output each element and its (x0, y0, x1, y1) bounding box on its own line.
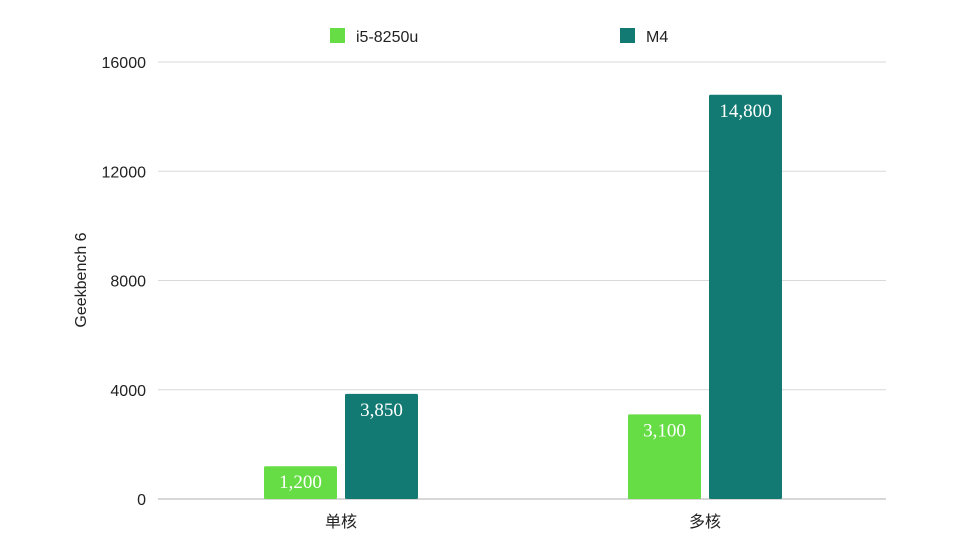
bar-i5-8250u-0 (264, 466, 337, 499)
x-category-label: 单核 (325, 512, 357, 531)
y-tick-label: 4000 (110, 383, 146, 400)
data-label: 14,800 (719, 101, 771, 122)
bars (264, 94, 782, 500)
y-tick-label: 12000 (102, 164, 147, 181)
y-tick-label: 8000 (110, 274, 146, 291)
y-tick-label: 16000 (102, 55, 147, 72)
bar-m4-1 (709, 94, 782, 500)
y-tick-label: 0 (137, 492, 146, 509)
data-label: 1,200 (279, 472, 322, 493)
x-category-label: 多核 (689, 512, 721, 531)
data-label: 3,100 (643, 420, 686, 441)
bar-i5-8250u-1 (628, 414, 701, 499)
y-axis-title: Geekbench 6 (73, 232, 90, 327)
legend-swatch (330, 28, 345, 43)
data-labels: 1,200 3,850 3,100 14,800 (279, 101, 772, 493)
legend-label: i5-8250u (356, 29, 418, 46)
legend-label: M4 (646, 29, 668, 46)
data-label: 3,850 (360, 400, 403, 421)
y-axis-ticks: 0 4000 8000 12000 16000 (102, 55, 147, 509)
legend: i5-8250u M4 (330, 28, 668, 46)
legend-swatch (620, 28, 635, 43)
x-axis-categories: 单核 多核 (325, 512, 721, 531)
bar-m4-0 (345, 393, 418, 499)
